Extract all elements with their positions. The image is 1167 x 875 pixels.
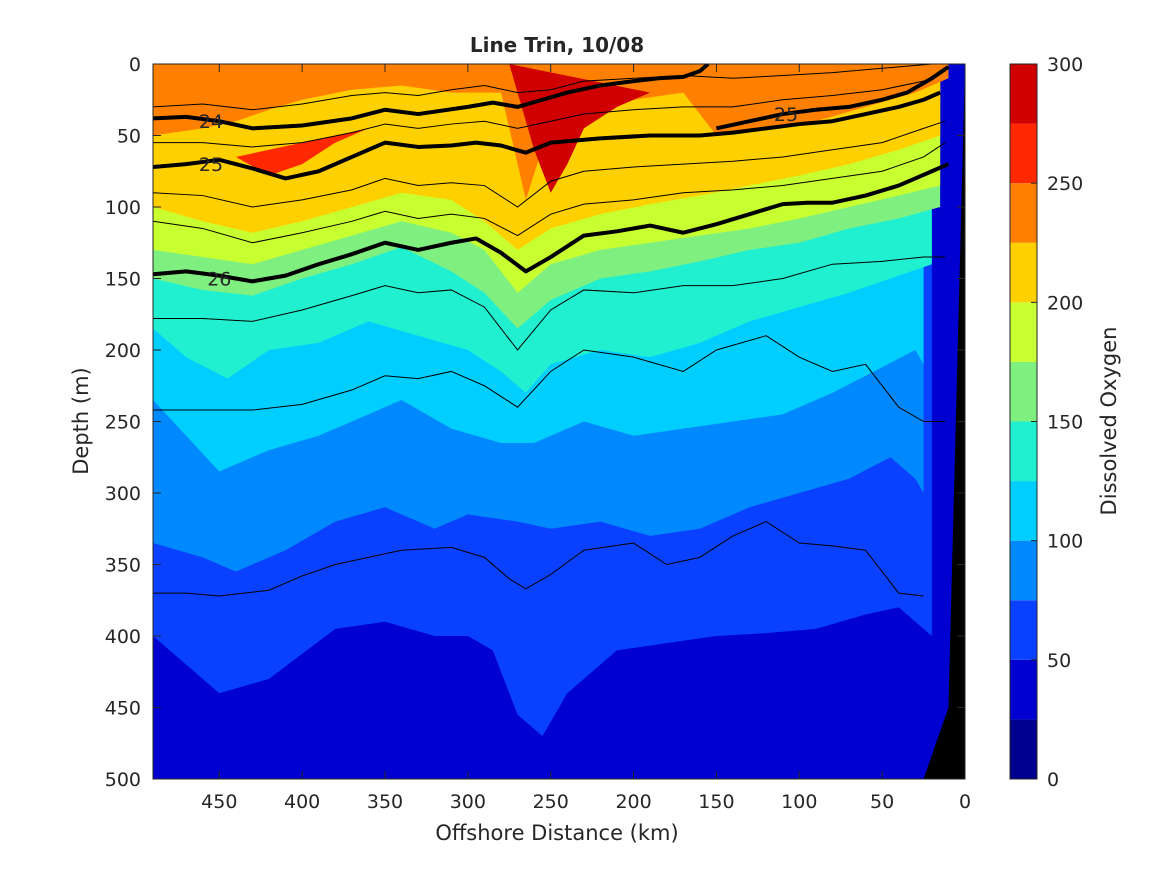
thin-isoline-3 [153,142,946,244]
y-tick-label: 100 [105,197,141,219]
land-mask [923,64,965,779]
x-tick-label: 0 [959,791,971,813]
density-isoline-26-3 [153,162,950,284]
x-tick-label: 100 [781,791,817,813]
x-axis-label: Offshore Distance (km) [435,821,678,845]
land-polygon [923,64,965,779]
y-tick-label: 50 [117,126,141,148]
colorbar-tick-label: 0 [1047,769,1059,791]
y-tick-label: 0 [129,54,141,76]
colorbar-tick-label: 50 [1047,650,1071,672]
colorbar: 0 50 100 150 200 250 300 [1009,54,1083,791]
y-tick-label: 300 [105,483,141,505]
chart-title: Line Trin, 10/08 [470,33,644,57]
colorbar-swatch [1010,600,1037,660]
colorbar-swatch [1010,719,1037,779]
y-tick-label: 500 [105,769,141,791]
x-tick-label: 400 [284,791,320,813]
density-label-25: 25 [774,104,798,126]
y-tick-label: 450 [105,698,141,720]
density-isoline-25-1 [716,65,950,131]
colorbar-swatch [1010,302,1037,362]
density-isoline-24-0 [153,64,710,131]
x-tick-label: 250 [533,791,569,813]
thin-isoline-2 [153,120,946,208]
x-tick-label: 450 [201,791,237,813]
y-tick-label: 350 [105,555,141,577]
colorbar-tick-label: 150 [1047,412,1083,434]
density-label-26: 26 [207,269,231,291]
x-tick-label: 200 [615,791,651,813]
colorbar-swatch [1010,242,1037,303]
colorbar-swatch [1010,659,1037,720]
colorbar-swatch [1010,64,1037,124]
y-tick-label: 150 [105,269,141,291]
thin-isoline-5 [153,335,946,422]
x-tick-label: 150 [698,791,734,813]
colorbar-label: Dissolved Oxygen [1097,327,1121,516]
thin-isoline-6 [153,521,924,597]
density-label-24: 24 [199,111,223,133]
x-axis: 450 400 350 300 250 200 150 100 50 0 [201,64,971,813]
oxygen-band-250 [235,128,369,176]
oxygen-band-275 [509,64,651,193]
y-tick-label: 200 [105,340,141,362]
colorbar-tick-label: 200 [1047,292,1083,314]
oxygen-band-225 [153,64,949,200]
y-axis: 0 50 100 150 200 250 300 350 400 450 500 [105,54,965,791]
x-tick-label: 50 [870,791,894,813]
density-isoline-25-2 [153,90,941,181]
colorbar-swatch [1010,183,1037,243]
x-tick-label: 350 [367,791,403,813]
colorbar-tick-label: 300 [1047,54,1083,76]
y-tick-label: 250 [105,412,141,434]
colorbar-swatch [1010,123,1037,184]
thin-isoline-4 [153,256,946,351]
colorbar-tick-label: 250 [1047,173,1083,195]
thin-isoline-0 [153,64,949,111]
y-tick-label: 400 [105,626,141,648]
thin-isoline-1 [153,70,946,148]
y-axis-label: Depth (m) [69,367,93,474]
colorbar-swatch [1010,540,1037,601]
colorbar-tick-label: 100 [1047,531,1083,553]
x-tick-label: 300 [450,791,486,813]
bold-density-isolines: 24 25 25 26 [153,64,950,291]
colorbar-swatch [1010,421,1037,482]
density-label-25: 25 [199,154,223,176]
thin-density-isolines [153,64,949,597]
colorbar-swatch [1010,361,1037,422]
colorbar-swatch [1010,481,1037,541]
